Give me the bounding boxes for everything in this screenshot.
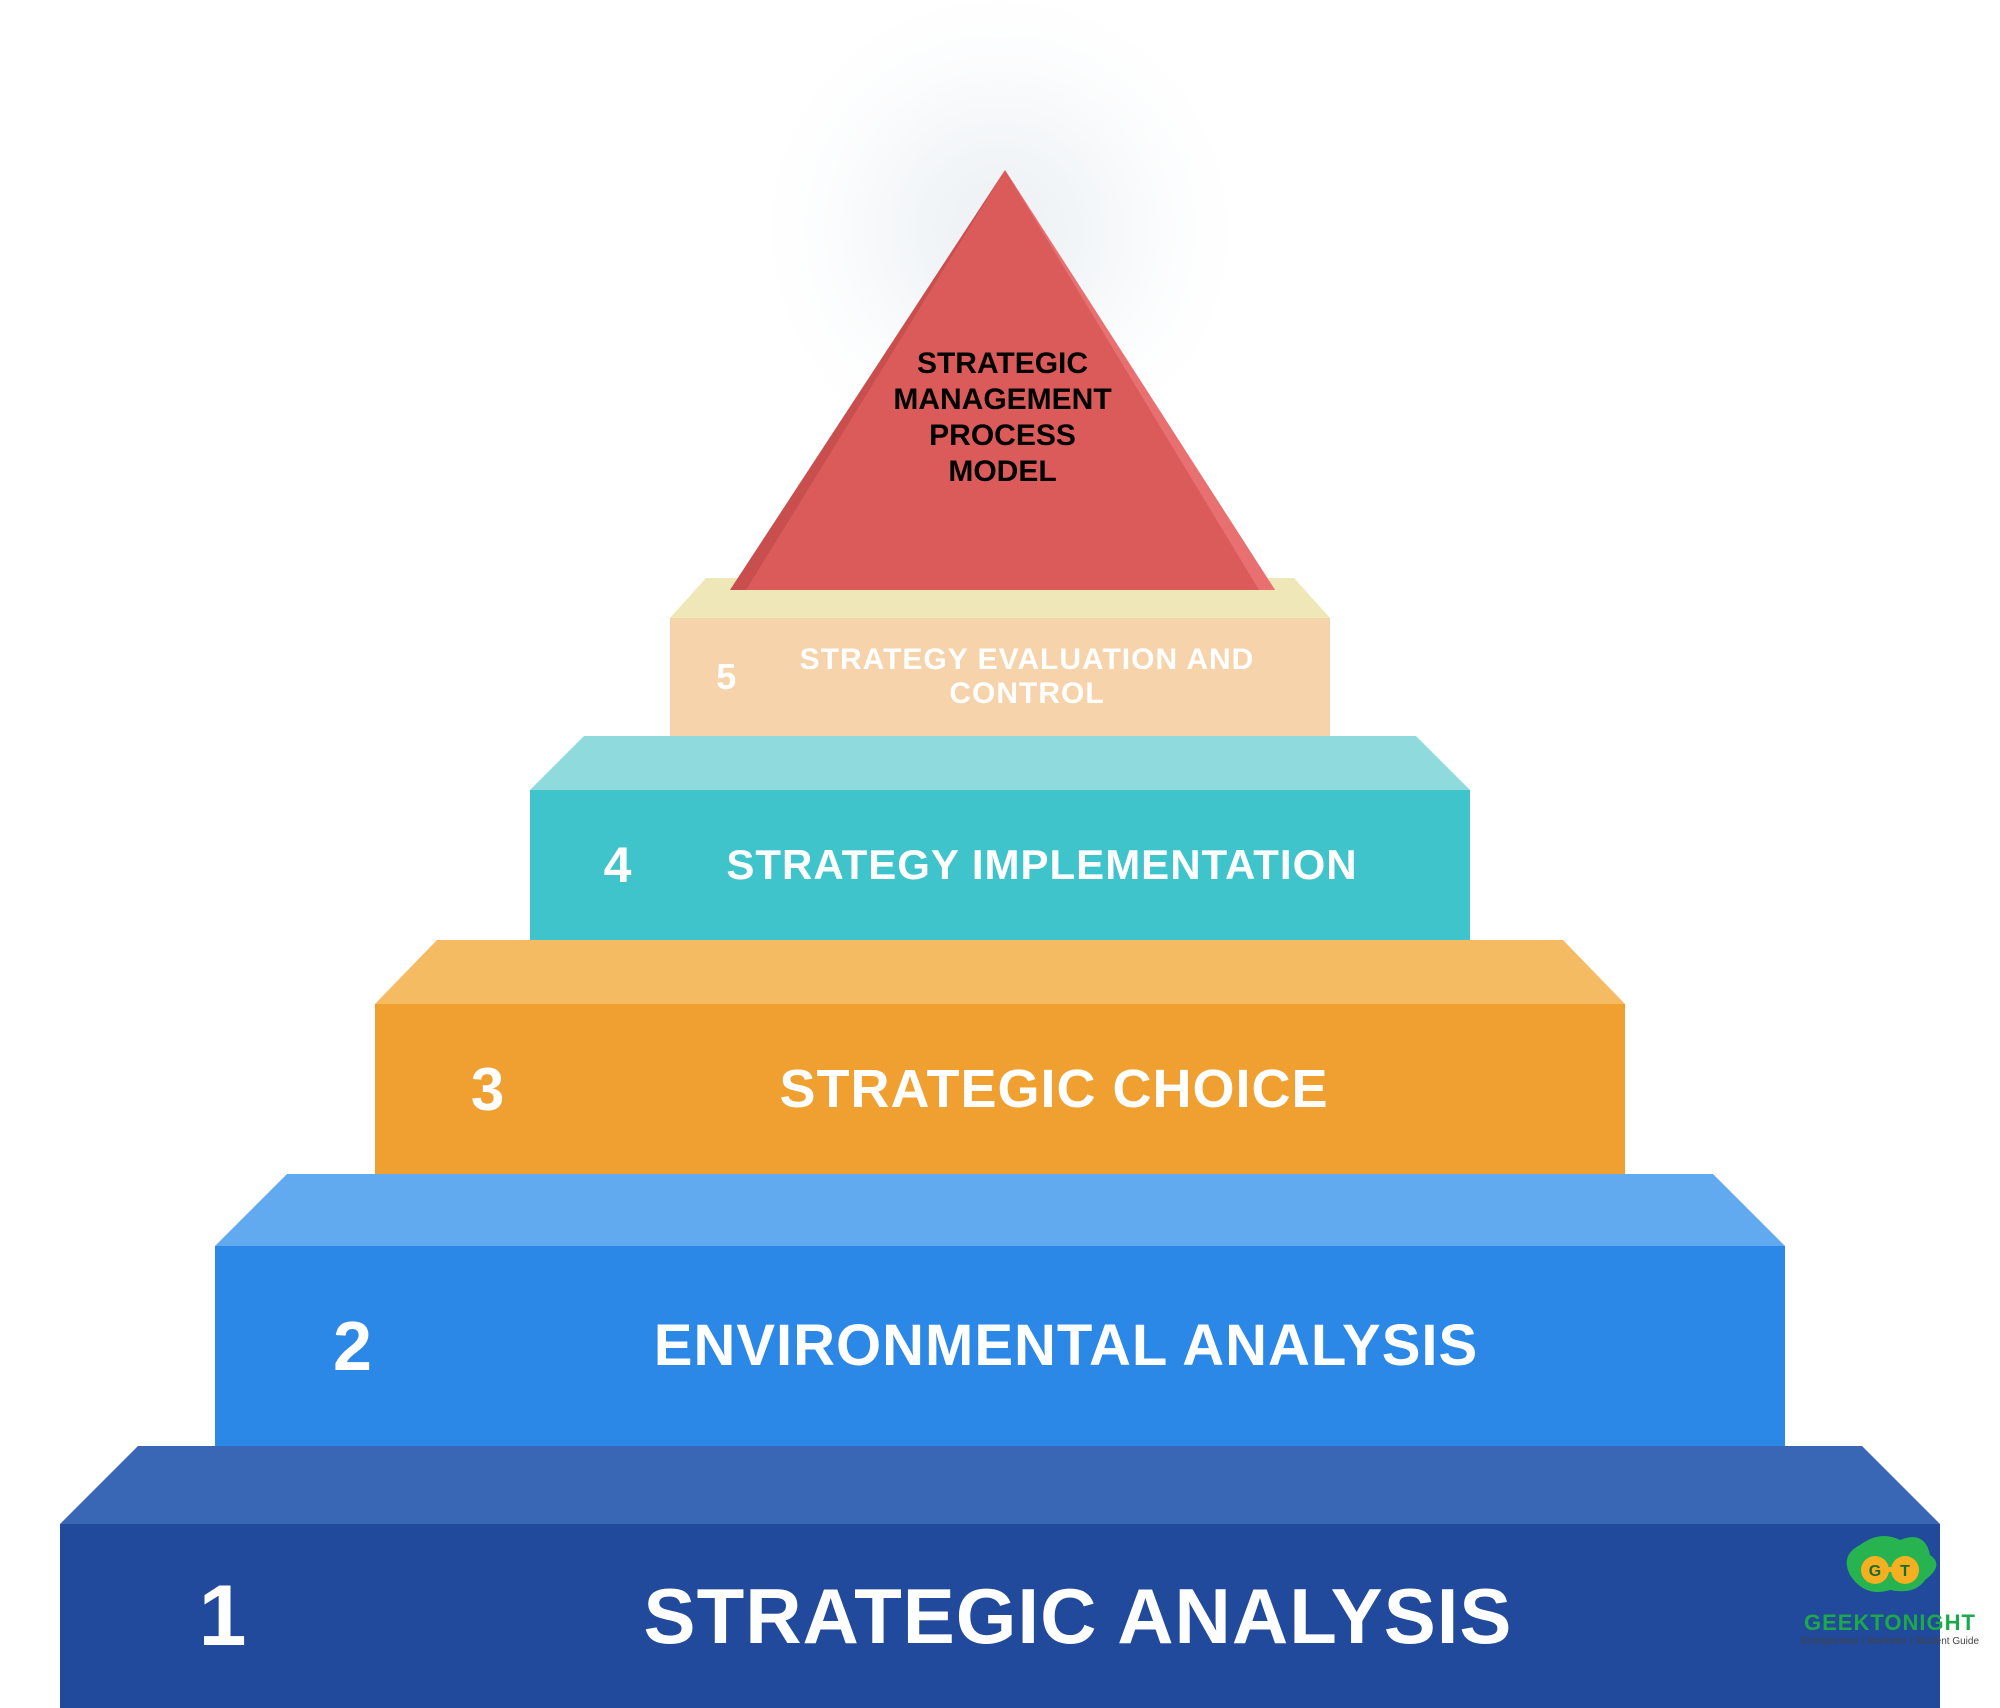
- svg-text:G: G: [1869, 1563, 1881, 1580]
- step-top: [530, 736, 1470, 790]
- step-top: [215, 1174, 1785, 1246]
- step-label: STRATEGIC ANALYSIS: [320, 1577, 1940, 1655]
- apex-title-line: MODEL: [730, 454, 1275, 490]
- step-top: [375, 940, 1625, 1004]
- step-number: 5: [670, 656, 760, 698]
- step-top: [60, 1446, 1940, 1524]
- pyramid-step-2: 2ENVIRONMENTAL ANALYSIS: [215, 1174, 1785, 1446]
- logo-tagline: Entrepreneur | Marketer | Student Guide: [1790, 1636, 1990, 1647]
- step-number: 4: [530, 836, 670, 894]
- svg-text:T: T: [1900, 1563, 1910, 1580]
- logo-icon: GT: [1830, 1520, 1950, 1610]
- pyramid-apex: STRATEGICMANAGEMENTPROCESSMODEL: [730, 170, 1275, 590]
- apex-title-line: STRATEGIC: [730, 346, 1275, 382]
- step-front: 2ENVIRONMENTAL ANALYSIS: [215, 1246, 1785, 1446]
- step-front: 5STRATEGY EVALUATION AND CONTROL: [670, 618, 1330, 736]
- pyramid-step-5: 5STRATEGY EVALUATION AND CONTROL: [670, 578, 1330, 736]
- apex-title: STRATEGICMANAGEMENTPROCESSMODEL: [730, 346, 1275, 490]
- pyramid-step-3: 3STRATEGIC CHOICE: [375, 940, 1625, 1174]
- watermark-logo: GTGEEKTONIGHTEntrepreneur | Marketer | S…: [1790, 1520, 1990, 1647]
- pyramid-step-4: 4STRATEGY IMPLEMENTATION: [530, 736, 1470, 940]
- apex-title-line: PROCESS: [730, 418, 1275, 454]
- pyramid-step-1: 1STRATEGIC ANALYSIS: [60, 1446, 1940, 1708]
- step-front: 3STRATEGIC CHOICE: [375, 1004, 1625, 1174]
- logo-brand-text: GEEKTONIGHT: [1790, 1610, 1990, 1636]
- step-number: 2: [215, 1306, 435, 1386]
- step-label: ENVIRONMENTAL ANALYSIS: [435, 1317, 1785, 1375]
- step-label: STRATEGY IMPLEMENTATION: [670, 844, 1470, 886]
- step-front: 1STRATEGIC ANALYSIS: [60, 1524, 1940, 1708]
- apex-title-line: MANAGEMENT: [730, 382, 1275, 418]
- step-label: STRATEGY EVALUATION AND CONTROL: [760, 643, 1330, 712]
- step-number: 3: [375, 1055, 555, 1124]
- step-label: STRATEGIC CHOICE: [555, 1062, 1625, 1116]
- step-front: 4STRATEGY IMPLEMENTATION: [530, 790, 1470, 940]
- step-number: 1: [60, 1567, 320, 1666]
